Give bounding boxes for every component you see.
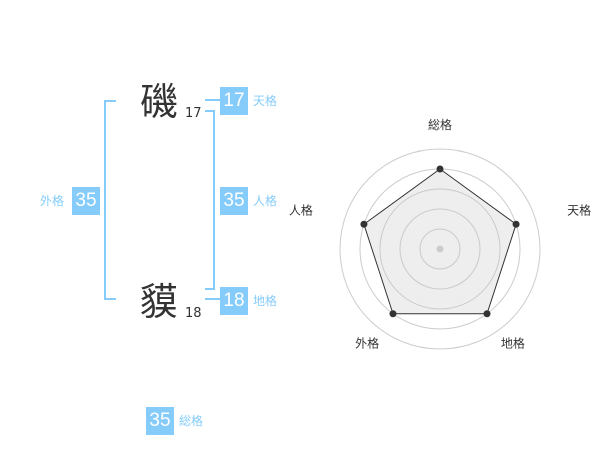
radar-point xyxy=(360,220,368,228)
chikaku-value: 18 xyxy=(220,287,248,315)
radar-axis-label: 天格 xyxy=(567,203,591,218)
radar-point xyxy=(436,165,444,173)
radar-axis-label: 地格 xyxy=(501,335,525,350)
radar-point xyxy=(512,220,520,228)
chikaku-connector xyxy=(205,298,220,300)
radar-ring xyxy=(339,148,541,350)
jinkaku-value: 35 xyxy=(220,187,248,215)
tenkaku-label: 天格 xyxy=(253,94,278,108)
radar-ring xyxy=(419,228,461,270)
radar-axis-label: 人格 xyxy=(289,203,313,218)
radar-point xyxy=(389,310,397,318)
name-char-2: 貘 xyxy=(140,280,179,324)
radar-axis-label: 総格 xyxy=(428,117,452,132)
radar-ring xyxy=(379,188,501,310)
radar-axis-label: 外格 xyxy=(355,335,379,350)
jinkaku-bracket xyxy=(213,110,215,290)
chikaku-label: 地格 xyxy=(253,294,278,308)
name-char-1-strokes: 17 xyxy=(185,106,202,121)
name-char-1: 磯 xyxy=(140,80,179,124)
gaikaku-value: 35 xyxy=(72,187,100,215)
radar-area xyxy=(363,168,517,315)
bracket-tick xyxy=(205,110,215,112)
soukaku-label: 総格 xyxy=(179,414,204,428)
radar-ring xyxy=(399,208,481,290)
bracket-tick xyxy=(104,100,116,102)
gaikaku-bracket xyxy=(104,100,106,300)
soukaku-value: 35 xyxy=(146,407,174,435)
tenkaku-value: 17 xyxy=(220,87,248,115)
radar-center xyxy=(436,245,444,253)
jinkaku-label: 人格 xyxy=(253,194,278,208)
bracket-tick xyxy=(104,298,116,300)
bracket-tick xyxy=(205,288,215,290)
radar-point xyxy=(483,310,491,318)
gaikaku-label: 外格 xyxy=(40,194,65,208)
name-char-2-strokes: 18 xyxy=(185,306,202,321)
tenkaku-connector xyxy=(205,99,220,101)
